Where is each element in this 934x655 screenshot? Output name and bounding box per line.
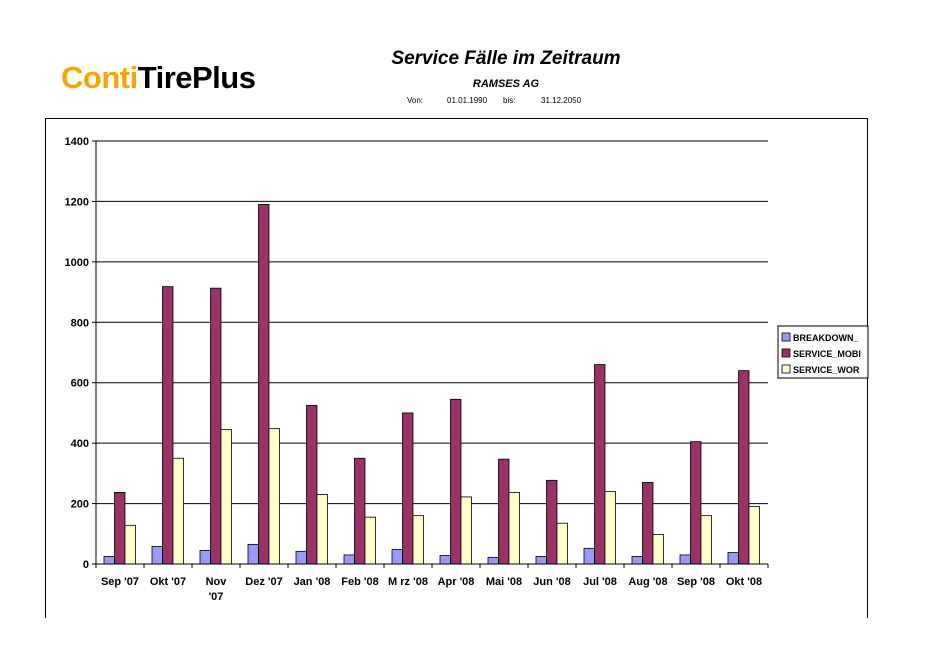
bar (604, 491, 616, 565)
x-tick-label: Aug '08 (628, 576, 667, 588)
bar (594, 364, 606, 565)
bar (402, 412, 414, 565)
legend-box (777, 325, 869, 379)
legend-swatch (781, 332, 791, 342)
legend-label: BREAKDOWN_ (793, 333, 859, 343)
bar (258, 204, 270, 565)
report-title: Service Fälle im Zeitraum (391, 48, 621, 69)
legend-swatch (781, 348, 791, 358)
bar (546, 479, 558, 565)
legend-label: SERVICE_MOBI (793, 349, 861, 359)
legend-label: SERVICE_WOR (793, 365, 860, 375)
bar (748, 506, 760, 565)
x-tick-label: Apr '08 (438, 576, 475, 588)
x-tick-label: Feb '08 (341, 576, 378, 588)
from-label: Von: (407, 96, 424, 105)
bar (535, 556, 547, 565)
y-tick-label: 400 (71, 438, 89, 450)
bar (652, 533, 664, 565)
bar (343, 554, 355, 565)
bar (439, 555, 451, 565)
bar (583, 547, 595, 565)
x-tick-label: Sep '08 (677, 576, 715, 588)
bar (151, 546, 163, 565)
legend-swatch (781, 364, 791, 374)
bar (727, 552, 739, 565)
bar (306, 404, 318, 565)
y-tick-label: 600 (71, 378, 89, 390)
x-tick-label: Okt '08 (726, 576, 762, 588)
bar (498, 458, 510, 565)
y-tick-label: 1400 (65, 136, 89, 148)
logo-conti: Conti (61, 60, 138, 95)
bar (199, 550, 211, 565)
report-subtitle: RAMSES AG (472, 78, 540, 90)
x-tick-label: Mai '08 (486, 576, 522, 588)
bar (412, 515, 424, 565)
bar (690, 441, 702, 565)
bar (114, 491, 126, 565)
y-tick-label: 1200 (65, 196, 89, 208)
x-tick-label: M rz '08 (388, 576, 428, 588)
bar (220, 429, 232, 565)
y-tick-label: 200 (71, 499, 89, 511)
bar (247, 543, 259, 565)
y-tick-label: 0 (83, 559, 89, 571)
bar (268, 428, 280, 565)
logo-tireplus: TirePlus (137, 60, 256, 95)
x-tick-label: Sep '07 (101, 576, 139, 588)
bar (738, 370, 750, 565)
x-tick-label: Dez '07 (245, 576, 282, 588)
bar (556, 522, 568, 565)
bar (364, 516, 376, 565)
contitireplus-logo: ContiTirePlus (61, 60, 256, 95)
bar (103, 556, 115, 565)
bar (679, 554, 691, 565)
bar (700, 515, 712, 565)
x-tick-label: Jun '08 (533, 576, 570, 588)
to-date: 31.12.2050 (541, 96, 582, 105)
bar (460, 496, 472, 565)
to-label: bis: (503, 96, 516, 105)
bar (631, 556, 643, 565)
bar (124, 524, 136, 565)
bar (316, 494, 328, 565)
bar (295, 550, 307, 565)
x-tick-label: Okt '07 (150, 576, 186, 588)
bar (508, 491, 520, 565)
bar (450, 398, 462, 565)
bar (162, 286, 174, 565)
y-tick-label: 1000 (65, 257, 89, 269)
x-tick-label: Jan '08 (294, 576, 331, 588)
bar (642, 482, 654, 565)
x-tick-label: Jul '08 (583, 576, 617, 588)
bar (210, 287, 222, 565)
bar (391, 549, 403, 565)
bar (172, 457, 184, 565)
x-tick-label: Nov '07 (206, 576, 228, 603)
bar (487, 556, 499, 565)
bar (354, 457, 366, 565)
y-tick-label: 800 (71, 317, 89, 329)
from-date: 01.01.1990 (447, 96, 488, 105)
